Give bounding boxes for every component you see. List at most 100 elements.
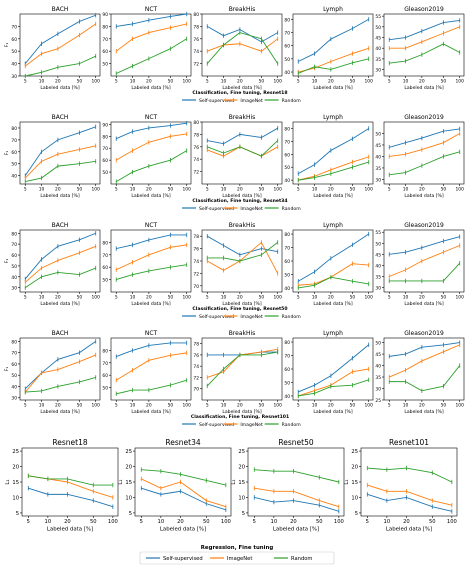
legend: Classification, Fine tuning, Resnet101 Se… [182, 414, 301, 428]
axes-frame [292, 13, 374, 77]
regression-legend: Regression, Fine tuning Self-supervised Im… [139, 545, 335, 565]
legend-label-imagenet: ImageNet [240, 422, 263, 428]
y-tick-label: 70 [284, 354, 290, 360]
y-tick-label: 76 [193, 37, 199, 43]
x-tick-label: 20 [64, 519, 71, 525]
x-tick-label: 10 [384, 519, 391, 525]
series-line-random [254, 469, 339, 483]
x-axis-label: Labeled data [%] [404, 193, 444, 199]
y-tick-label: 70 [102, 37, 108, 43]
y-tick-label: 60 [284, 259, 290, 265]
series-line-self-supervised [298, 233, 369, 282]
y-tick-label: 30 [375, 387, 381, 393]
x-tick-label: 10 [312, 402, 318, 408]
y-tick-label: 78 [193, 342, 199, 348]
series-line-self-supervised [389, 128, 460, 148]
x-tick-label: 20 [237, 78, 243, 84]
series-line-self-supervised [141, 487, 226, 511]
x-tick-label: 100 [274, 294, 283, 300]
legend-box [139, 551, 335, 565]
x-tick-label: 20 [419, 78, 425, 84]
legend: Classification, Fine tuning, Resnet34 Sel… [182, 198, 301, 212]
y-tick-label: 50 [284, 272, 290, 278]
y-tick-label: 60 [102, 158, 108, 164]
panel-title: BACH [52, 222, 69, 229]
x-tick-label: 100 [92, 294, 101, 300]
axes-frame [21, 447, 119, 517]
series-line-self-supervised [298, 344, 369, 393]
y-tick-label: 5 [355, 511, 358, 517]
series-line-random [389, 365, 461, 392]
y-tick-label: 70 [102, 361, 108, 367]
panel-breakhis: BreakHis 70 72 74 76 78 5 10 20 50 100 Labeled data… [193, 330, 283, 415]
x-tick-label: 20 [328, 186, 334, 192]
panel-title: Resnet101 [389, 438, 429, 447]
x-tick-label: 20 [328, 402, 334, 408]
axes-frame [19, 121, 101, 185]
y-tick-label: 50 [102, 386, 108, 392]
y-tick-label: 50 [102, 170, 108, 176]
x-tick-label: 100 [456, 402, 465, 408]
panel-title: NCT [145, 6, 158, 13]
x-tick-label: 100 [365, 402, 374, 408]
x-tick-label: 50 [168, 186, 174, 192]
y-tick-label: 15 [351, 480, 358, 486]
x-tick-label: 5 [206, 294, 209, 300]
y-tick-label: 60 [102, 49, 108, 55]
x-tick-label: 50 [350, 294, 356, 300]
x-tick-label: 5 [253, 519, 256, 525]
series-line-self-supervised [207, 26, 278, 43]
y-tick-label: 25 [238, 449, 245, 455]
x-tick-label: 50 [350, 186, 356, 192]
y-tick-label: 80 [102, 24, 108, 30]
x-tick-label: 5 [115, 402, 118, 408]
panel-title: Lymph [323, 330, 343, 337]
x-tick-label: 10 [130, 78, 136, 84]
series-line-self-supervised [116, 122, 187, 140]
x-tick-label: 50 [441, 402, 447, 408]
y-tick-label: 72 [193, 375, 199, 381]
y-tick-label: 5 [129, 511, 132, 517]
y-tick-label: 50 [284, 165, 290, 171]
series-line-self-supervised [254, 497, 339, 512]
series-line-random [298, 276, 369, 289]
legend-label-random: Random [282, 206, 302, 212]
x-tick-label: 100 [447, 519, 457, 525]
x-tick-label: 50 [90, 519, 97, 525]
x-tick-label: 5 [115, 186, 118, 192]
y-tick-label: 50 [11, 162, 17, 168]
x-tick-label: 50 [168, 402, 174, 408]
panel-resnet101: Resnet101 5 10 15 20 25 5 10 20 50 100 Labeled data… [344, 438, 458, 532]
y-tick-label: 50 [375, 341, 381, 347]
x-axis-label: Labeled data [%] [222, 193, 262, 199]
series-line-random [116, 38, 187, 74]
panel-resnet50: Resnet50 5 10 15 20 25 5 10 20 50 100 Labeled data … [231, 438, 345, 532]
y-tick-label: 35 [375, 57, 381, 63]
series-line-random [116, 379, 187, 395]
y-tick-label: 40 [11, 174, 17, 180]
y-tick-label: 80 [102, 134, 108, 140]
axes-frame [383, 337, 465, 401]
y-tick-label: 20 [238, 465, 245, 471]
panel-title: BreakHis [229, 6, 256, 13]
y-tick-label: 78 [193, 24, 199, 30]
y-tick-label: 80 [11, 339, 17, 345]
y-tick-label: 60 [284, 152, 290, 158]
x-tick-label: 20 [55, 78, 61, 84]
panel-title: Gleason2019 [404, 222, 444, 229]
y-tick-label: 40 [375, 263, 381, 269]
axes-frame [201, 337, 283, 401]
series-line-self-supervised [389, 19, 460, 41]
axes-frame [201, 13, 283, 77]
y-tick-label: 78 [193, 132, 199, 138]
axes-frame [110, 229, 192, 293]
y-tick-label: 70 [102, 253, 108, 259]
x-axis-label: Labeled data [%] [131, 409, 171, 415]
panel-title: BreakHis [229, 222, 256, 229]
y-tick-label: 40 [284, 178, 290, 184]
y-tick-label: 50 [11, 49, 17, 55]
series-line-imagenet [389, 344, 460, 378]
y-tick-label: 40 [375, 46, 381, 52]
x-tick-label: 10 [39, 294, 45, 300]
series-line-random [24, 267, 96, 289]
